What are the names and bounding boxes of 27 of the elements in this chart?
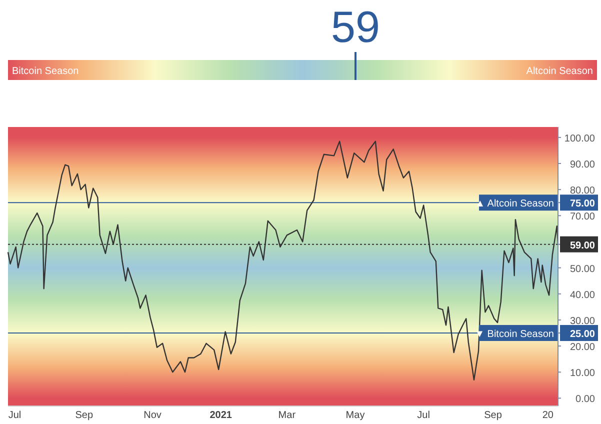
x-tick-label: Sep <box>484 410 502 421</box>
y-tick-label: 30.00 <box>570 316 596 327</box>
text: Bitcoin Season <box>12 66 79 77</box>
text: Altcoin Season <box>526 66 593 77</box>
y-tick-label: 25.00 <box>570 328 596 340</box>
y-tick-label: 70.00 <box>570 212 596 223</box>
y-tick-label: 90.00 <box>570 160 596 171</box>
ref-line-label: ▲ Altcoin Season <box>475 198 554 210</box>
y-tick-label: 100.00 <box>564 133 596 144</box>
x-tick-label: Nov <box>144 410 162 421</box>
y-tick-label: 80.00 <box>570 186 596 197</box>
x-tick-label: Sep <box>75 410 94 421</box>
x-tick-label: May <box>346 410 365 421</box>
y-tick-label: 50.00 <box>570 264 596 275</box>
y-tick-label: 20.00 <box>570 342 596 354</box>
x-tick-label: 2021 <box>210 410 232 421</box>
x-tick-label: Mar <box>278 410 296 421</box>
data-label: 59 <box>331 3 380 52</box>
y-tick-label: 0.00 <box>576 394 596 406</box>
ref-line-label: ▼ Bitcoin Season <box>474 328 554 340</box>
y-tick-label: 75.00 <box>570 198 596 210</box>
x-tick-label: Jul <box>8 410 22 421</box>
x-tick-label: 20 <box>542 410 554 421</box>
y-tick-label: 59.00 <box>570 240 596 252</box>
x-tick-label: Jul <box>417 410 430 421</box>
y-tick-label: 10.00 <box>570 368 596 380</box>
y-tick-label: 40.00 <box>570 290 596 301</box>
